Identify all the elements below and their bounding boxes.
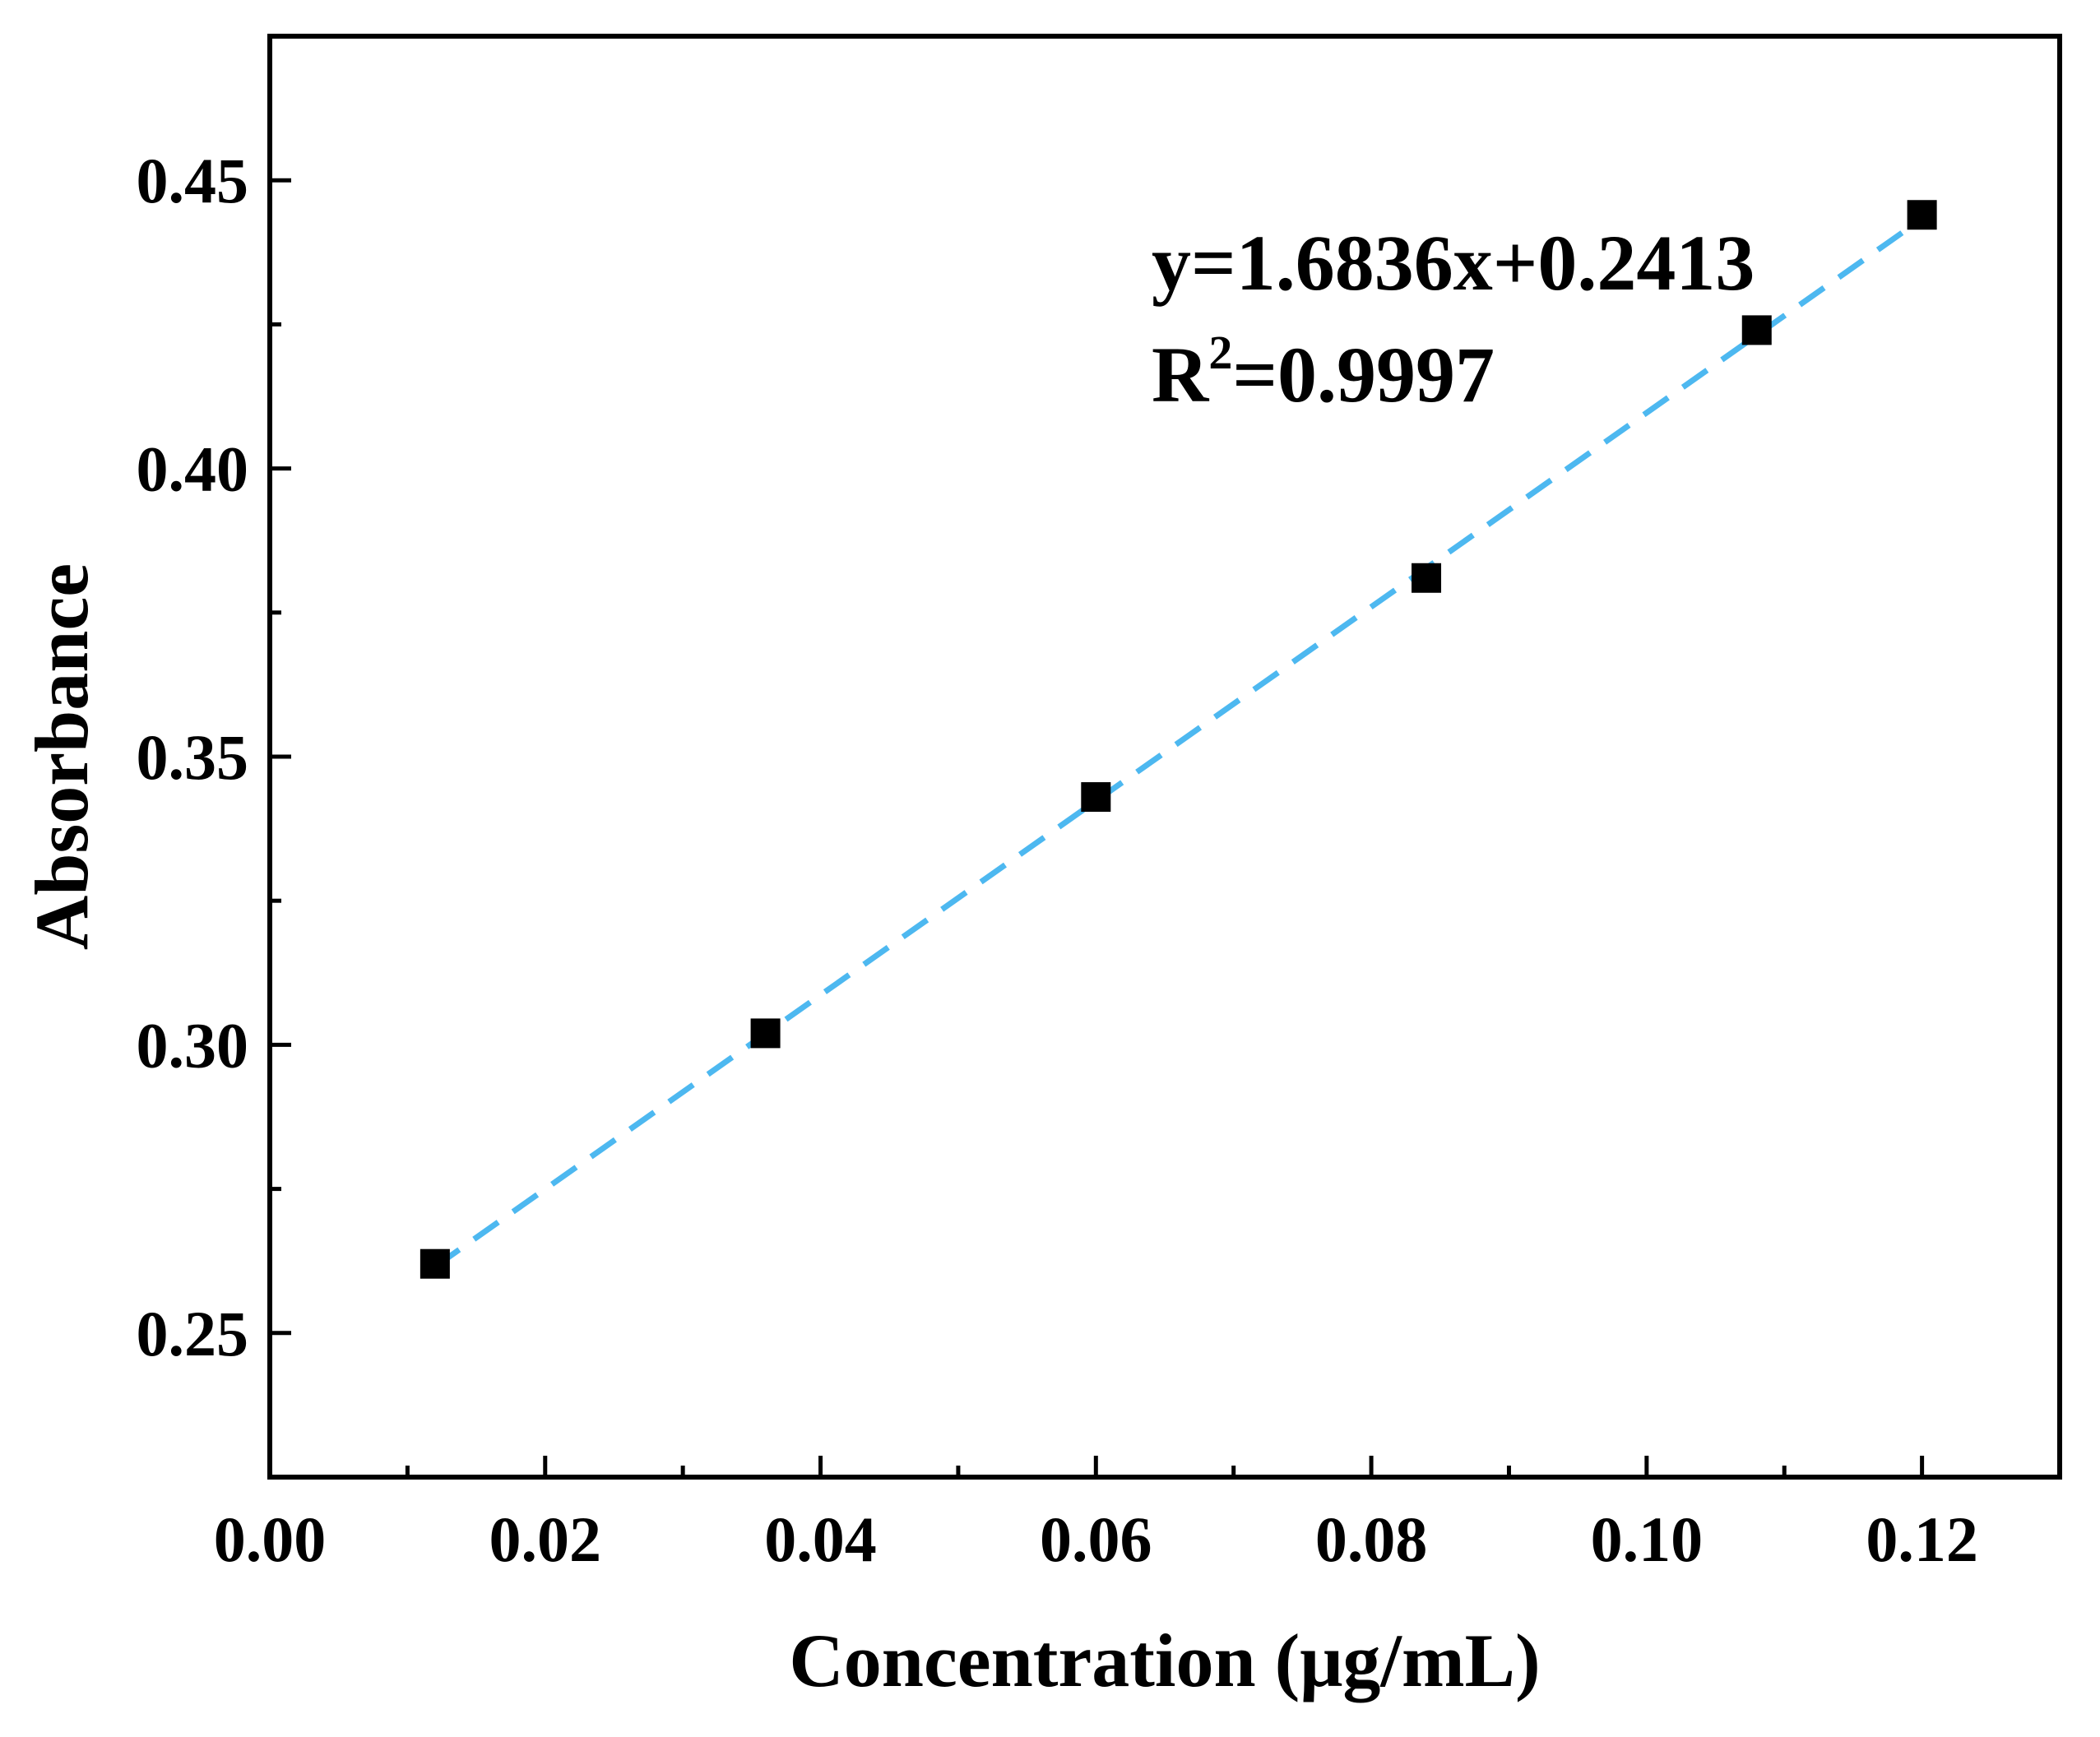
fit-line [433,216,1924,1270]
x-tick-label: 0.08 [1315,1503,1428,1575]
r-squared-annotation: R2=0.9997 [1152,326,1495,419]
data-point [1741,315,1772,345]
r-squared-value: =0.9997 [1232,331,1495,419]
data-point [750,1018,781,1049]
data-point [1081,782,1111,813]
regression-equation: y=1.6836x+0.2413 [1152,219,1755,307]
y-tick-label: 0.45 [137,145,249,216]
data-point-layer [420,200,1937,1279]
x-tick-label: 0.00 [214,1503,327,1575]
y-tick-label: 0.30 [137,1009,249,1081]
y-tick-label: 0.35 [137,721,249,793]
x-tick-label: 0.04 [764,1503,877,1575]
data-point [1907,200,1937,230]
plot-frame [267,34,2062,1480]
axis-tick-layer: 0.00 0.02 0.04 0.06 0.08 0.10 0.12 0.25 0.30 0.35… [137,145,1978,1575]
y-axis-title: Absorbance [20,563,104,950]
data-point [420,1248,450,1279]
r-squared-superscript: 2 [1208,326,1232,379]
r-squared-prefix: R [1152,331,1210,419]
data-point [1412,563,1442,593]
fit-line-layer [433,216,1924,1270]
x-tick-label: 0.12 [1866,1503,1978,1575]
x-axis-title: Concentration (μg/mL) [789,1619,1540,1702]
y-tick-label: 0.40 [137,433,249,505]
x-tick-label: 0.06 [1040,1503,1152,1575]
y-tick-label: 0.25 [137,1298,249,1369]
x-tick-label: 0.10 [1591,1503,1704,1575]
x-tick-label: 0.02 [489,1503,602,1575]
